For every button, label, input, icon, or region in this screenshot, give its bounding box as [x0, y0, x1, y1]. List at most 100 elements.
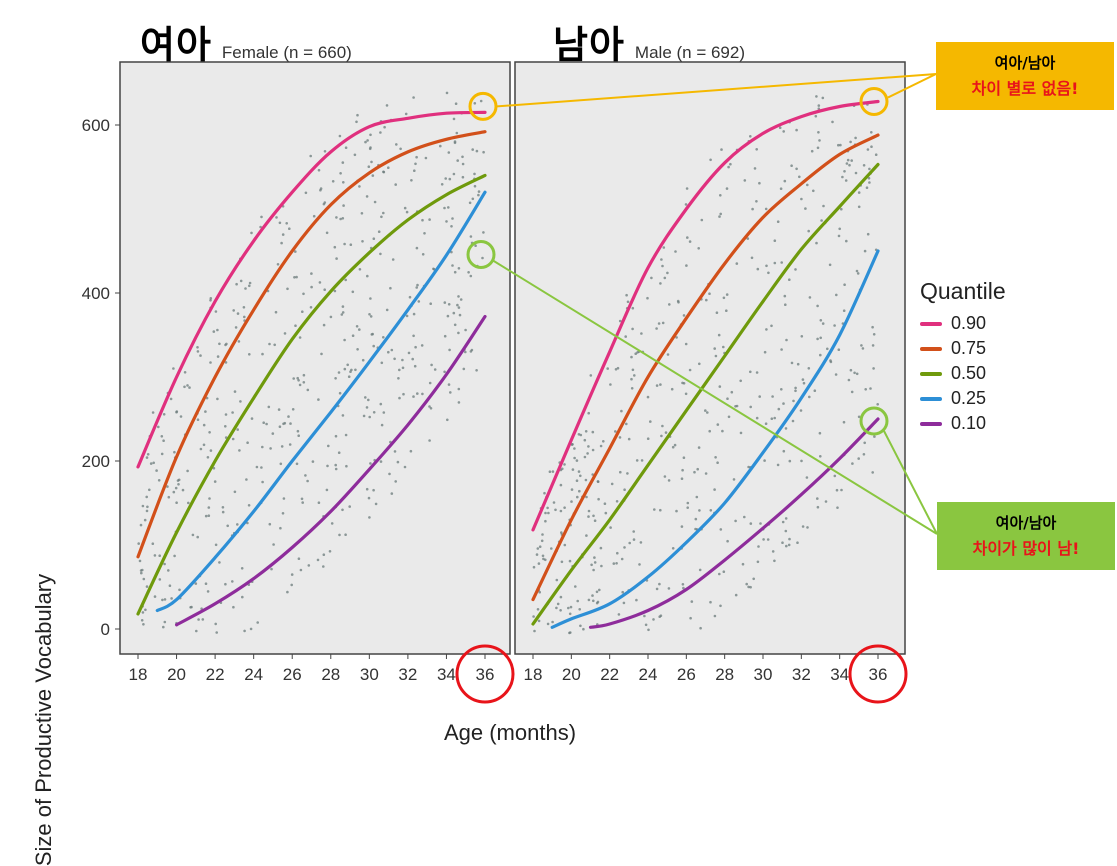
scatter-point: [544, 511, 547, 515]
scatter-point: [298, 383, 302, 387]
scatter-point: [722, 345, 725, 349]
scatter-point: [872, 333, 876, 336]
scatter-point: [741, 562, 745, 566]
scatter-point: [675, 336, 678, 339]
scatter-point: [428, 381, 432, 385]
scatter-point: [590, 563, 593, 567]
scatter-point: [250, 231, 253, 235]
scatter-point: [412, 334, 415, 338]
scatter-point: [420, 344, 424, 347]
scatter-point: [208, 497, 211, 500]
scatter-point: [870, 131, 873, 134]
scatter-point: [762, 538, 765, 541]
scatter-point: [446, 418, 449, 422]
scatter-point: [337, 371, 341, 374]
scatter-point: [247, 504, 251, 507]
scatter-point: [186, 384, 189, 387]
scatter-point: [785, 338, 788, 342]
scatter-point: [739, 431, 743, 435]
scatter-point: [339, 172, 342, 175]
highlight-circle-female-q90: [468, 91, 498, 121]
scatter-point: [576, 599, 579, 603]
scatter-point: [349, 243, 353, 246]
legend-label: 0.25: [951, 388, 987, 408]
scatter-point: [340, 313, 344, 316]
scatter-point: [372, 488, 375, 492]
scatter-point: [568, 612, 572, 616]
scatter-point: [806, 183, 809, 187]
scatter-point: [214, 310, 218, 313]
scatter-point: [417, 300, 421, 303]
scatter-point: [467, 271, 470, 274]
scatter-point: [416, 283, 419, 287]
scatter-point: [197, 618, 200, 621]
scatter-point: [212, 330, 216, 333]
scatter-point: [335, 216, 338, 219]
scatter-point: [621, 590, 624, 594]
scatter-point: [763, 459, 766, 462]
scatter-point: [726, 397, 729, 401]
scatter-point: [782, 402, 785, 405]
scatter-point: [684, 203, 688, 206]
scatter-point: [225, 342, 228, 346]
scatter-point: [351, 290, 355, 294]
scatter-point: [820, 219, 823, 222]
scatter-point: [578, 608, 581, 611]
scatter-point: [443, 370, 446, 374]
scatter-point: [457, 331, 460, 335]
scatter-point: [407, 351, 411, 355]
scatter-point: [367, 496, 371, 500]
scatter-point: [138, 559, 142, 563]
scatter-point: [661, 321, 665, 325]
scatter-point: [297, 557, 301, 560]
scatter-point: [194, 582, 198, 585]
scatter-point: [270, 567, 273, 571]
scatter-point: [248, 353, 251, 356]
scatter-point: [612, 562, 616, 565]
scatter-point: [713, 347, 716, 350]
scatter-point: [231, 580, 234, 583]
scatter-point: [686, 506, 689, 510]
scatter-point: [571, 468, 575, 471]
scatter-point: [449, 391, 452, 394]
scatter-point: [593, 556, 596, 559]
connector-line: [496, 73, 937, 108]
scatter-point: [310, 272, 313, 275]
scatter-point: [630, 377, 633, 381]
scatter-point: [342, 181, 345, 184]
scatter-point: [782, 130, 785, 133]
scatter-point: [688, 240, 692, 243]
scatter-point: [646, 296, 649, 300]
scatter-point: [799, 409, 803, 412]
scatter-point: [471, 197, 475, 201]
scatter-point: [659, 383, 662, 386]
scatter-point: [586, 452, 589, 455]
scatter-point: [248, 284, 251, 288]
scatter-point: [372, 237, 376, 240]
scatter-point: [207, 514, 211, 517]
scatter-point: [411, 357, 415, 361]
scatter-point: [380, 361, 384, 365]
scatter-point: [755, 200, 758, 203]
scatter-point: [413, 169, 416, 172]
scatter-point: [615, 500, 619, 503]
scatter-point: [295, 275, 298, 279]
scatter-point: [795, 128, 798, 132]
scatter-point: [358, 185, 361, 188]
chart-figure: 여아 Female (n = 660) 남아 Male (n = 692) 18…: [31, 23, 1115, 866]
scatter-point: [187, 501, 190, 505]
scatter-point: [690, 600, 694, 603]
scatter-point: [334, 467, 338, 471]
series-line-q010: [175, 314, 487, 627]
female-title-korean: 여아: [140, 23, 212, 67]
scatter-point: [221, 510, 225, 514]
scatter-point: [752, 577, 755, 581]
scatter-point: [218, 342, 221, 346]
scatter-point: [745, 582, 748, 586]
scatter-point: [178, 588, 181, 592]
scatter-point: [452, 117, 456, 121]
scatter-point: [599, 444, 603, 448]
scatter-point: [694, 517, 698, 521]
scatter-point: [209, 299, 212, 302]
scatter-point: [454, 102, 458, 105]
